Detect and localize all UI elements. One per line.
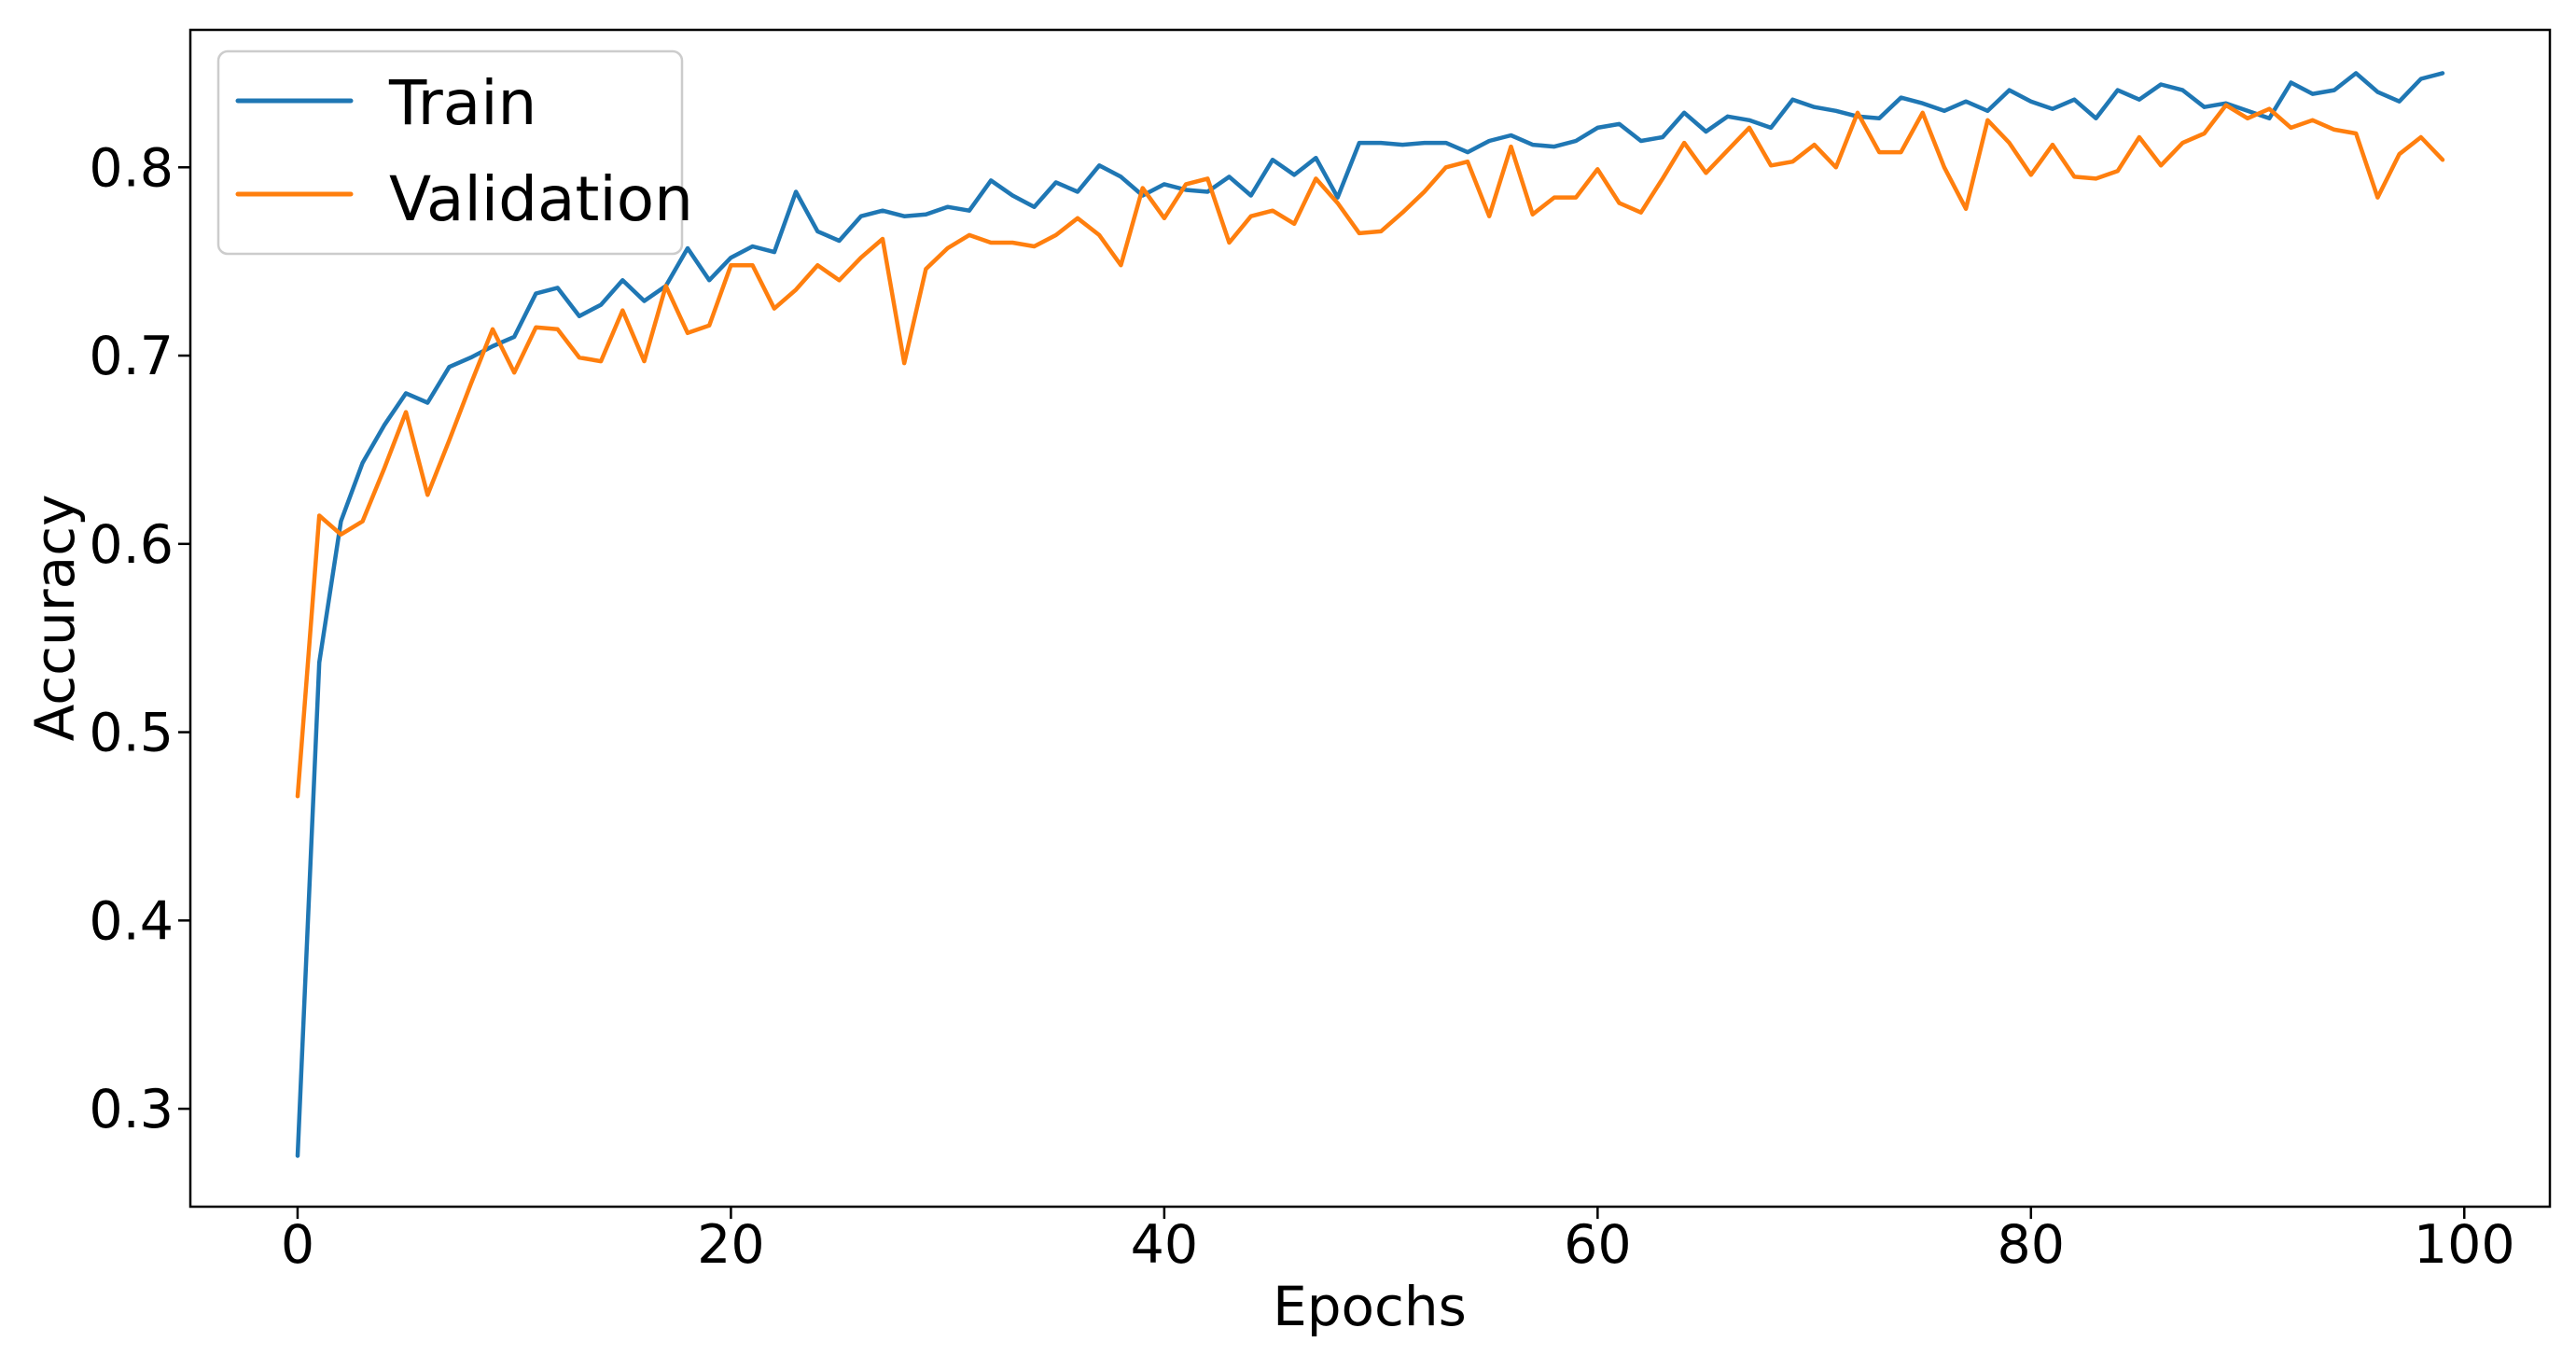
x-tick-label: 20: [697, 1214, 765, 1276]
legend-train-label: Train: [388, 67, 536, 139]
x-tick-label: 40: [1131, 1214, 1199, 1276]
y-tick-label: 0.6: [89, 514, 174, 576]
x-axis-label: Epochs: [1273, 1275, 1467, 1338]
y-tick-label: 0.4: [89, 890, 174, 952]
y-tick-label: 0.7: [89, 326, 174, 387]
x-tick-label: 100: [2414, 1214, 2515, 1276]
x-tick-label: 60: [1564, 1214, 1632, 1276]
x-tick-label: 0: [281, 1214, 314, 1276]
x-tick-label: 80: [1998, 1214, 2066, 1276]
y-axis-label: Accuracy: [23, 495, 87, 742]
validation-line: [295, 103, 2445, 799]
y-tick-label: 0.5: [89, 703, 174, 764]
y-tick-label: 0.3: [89, 1079, 174, 1140]
legend-validation-label: Validation: [389, 163, 693, 235]
y-tick-label: 0.8: [89, 137, 174, 199]
train-line: [295, 71, 2445, 1158]
